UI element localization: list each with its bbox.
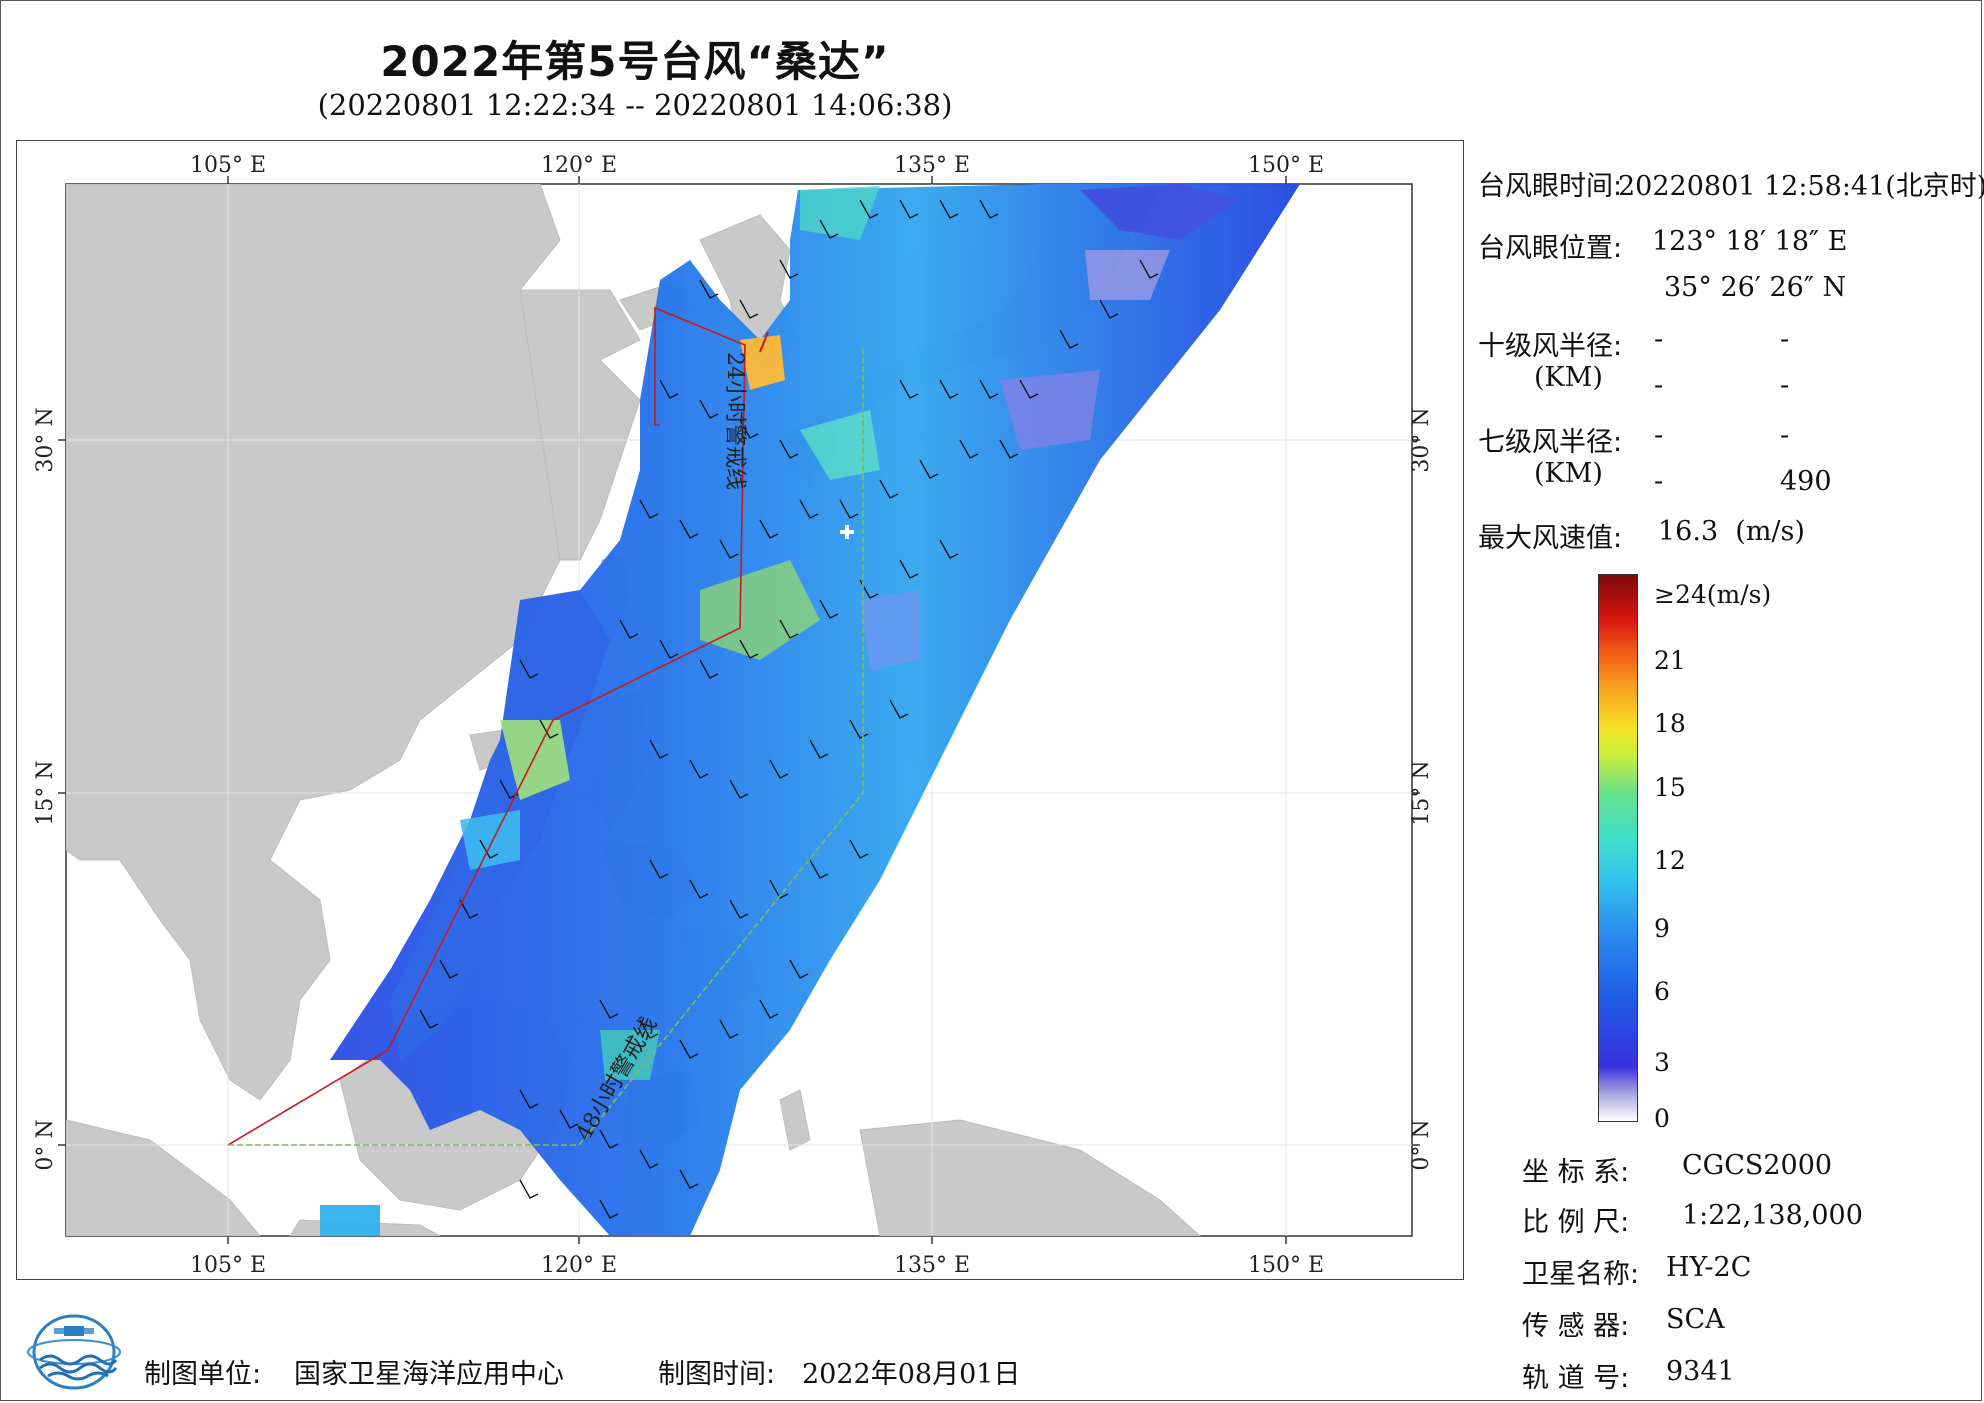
typhoon-eye-marker <box>759 331 769 353</box>
bottom-lon-label: 105° E <box>190 1253 266 1278</box>
max-wind-value: 16.3 (m/s) <box>1658 516 1805 547</box>
nsoas-logo-icon <box>27 1314 121 1390</box>
legend-tick: 3 <box>1654 1048 1670 1077</box>
orbit-value: 9341 <box>1666 1356 1735 1387</box>
bottom-lon-label: 135° E <box>894 1253 970 1278</box>
satellite-label: 卫星名称: <box>1522 1259 1640 1290</box>
r10-label: 十级风半径: <box>1478 331 1623 362</box>
swath-main <box>330 184 1300 1236</box>
max-wind-label: 最大风速值: <box>1478 523 1623 554</box>
map-title: 2022年第5号台风“桑达” <box>380 37 890 86</box>
wind-barbs <box>419 199 1159 1219</box>
crs-value: CGCS2000 <box>1682 1150 1833 1181</box>
crs-label: 坐 标 系: <box>1522 1157 1630 1188</box>
footer-unit-value: 国家卫星海洋应用中心 <box>294 1359 564 1390</box>
right-lat-label: 30° N <box>1409 407 1434 472</box>
satellite-value: HY-2C <box>1666 1252 1752 1283</box>
r7-value: - <box>1654 420 1664 451</box>
bottom-lon-label: 120° E <box>541 1253 617 1278</box>
right-lat-label: 0° N <box>1409 1119 1434 1170</box>
legend-tick: 18 <box>1654 709 1686 738</box>
legend-tick: 9 <box>1654 914 1670 943</box>
halmahera <box>779 1089 811 1151</box>
top-lon-label: 120° E <box>541 153 617 178</box>
plus-marker <box>840 525 854 539</box>
left-lat-label: 0° N <box>33 1119 58 1170</box>
china-coast-ext <box>519 289 641 561</box>
eye-pos-label: 台风眼位置: <box>1478 233 1623 264</box>
top-lon-label: 105° E <box>190 153 266 178</box>
footer-time-label: 制图时间: <box>658 1359 776 1390</box>
r10-value: - <box>1780 370 1790 401</box>
footer-unit-label: 制图单位: <box>144 1359 262 1390</box>
sumatra <box>66 1119 261 1236</box>
map-subtitle: (20220801 12:22:34 -- 20220801 14:06:38) <box>317 88 953 122</box>
left-lat-label: 15° N <box>33 760 58 825</box>
r10-unit: (KM) <box>1534 362 1603 393</box>
warning-line-48h <box>228 345 864 1146</box>
legend-tick: 6 <box>1654 977 1670 1006</box>
r10-value: - <box>1780 324 1790 355</box>
eye-pos-lon: 123° 18′ 18″ E <box>1652 226 1848 257</box>
eye-time-label: 台风眼时间: <box>1478 171 1623 202</box>
r7-value: 490 <box>1780 466 1832 497</box>
scale-label: 比 例 尺: <box>1522 1207 1630 1238</box>
footer-time-value: 2022年08月01日 <box>802 1359 1021 1390</box>
frame-ticks <box>58 176 1420 1244</box>
sensor-label: 传 感 器: <box>1522 1311 1630 1342</box>
new-guinea <box>859 1119 1201 1236</box>
r7-label: 七级风半径: <box>1478 427 1623 458</box>
eye-time-value: 20220801 12:58:41(北京时) <box>1618 171 1984 202</box>
left-lat-label: 30° N <box>33 407 58 472</box>
r7-value: - <box>1654 466 1664 497</box>
top-lon-label: 150° E <box>1248 153 1324 178</box>
wind-speed-legend-bar <box>1598 574 1638 1122</box>
bottom-lon-label: 150° E <box>1248 1253 1324 1278</box>
r10-value: - <box>1654 370 1664 401</box>
right-lat-label: 15° N <box>1409 760 1434 825</box>
legend-tick: 15 <box>1654 773 1686 802</box>
legend-tick: ≥24(m/s) <box>1654 580 1772 609</box>
sensor-value: SCA <box>1666 1304 1725 1335</box>
wind-swath <box>320 184 1300 1236</box>
r7-value: - <box>1780 420 1790 451</box>
orbit-label: 轨 道 号: <box>1522 1363 1630 1394</box>
scale-value: 1:22,138,000 <box>1682 1200 1863 1231</box>
top-lon-label: 135° E <box>894 153 970 178</box>
track-label-24h: 24小时警戒线 <box>722 352 747 490</box>
legend-tick: 21 <box>1654 646 1686 675</box>
r7-unit: (KM) <box>1534 458 1603 489</box>
r10-value: - <box>1654 324 1664 355</box>
eye-pos-lat: 35° 26′ 26″ N <box>1664 272 1847 303</box>
legend-tick: 0 <box>1654 1104 1670 1133</box>
legend-tick: 12 <box>1654 846 1686 875</box>
warning-line-24h <box>227 306 746 1146</box>
